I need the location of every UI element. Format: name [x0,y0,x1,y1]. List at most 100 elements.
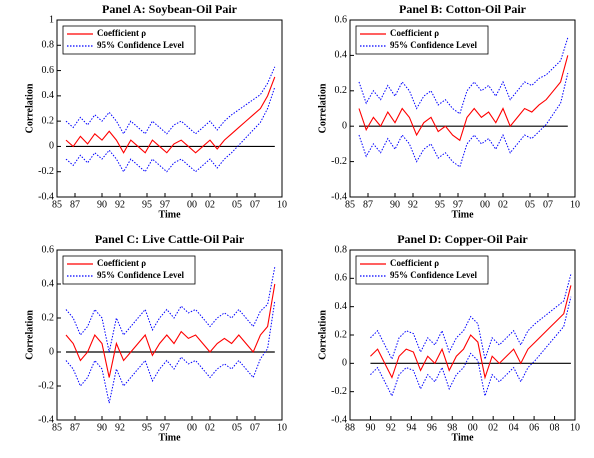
x-tick-label: 08 [550,422,560,433]
panel-title: Panel A: Soybean-Oil Pair [102,2,238,16]
y-axis-label: Correlation [317,83,328,133]
y-axis-label: Correlation [317,310,328,360]
panel-title: Panel B: Cotton-Oil Pair [399,2,527,16]
panel: Panel B: Cotton-Oil Pair -0.4 -0.2 0 0.2 0.4 0… [317,2,580,221]
x-tick-label: 00 [468,422,478,433]
y-tick-label: 0.2 [335,329,348,340]
y-tick-label: -0.4 [38,191,54,202]
x-tick-label: 07 [250,199,260,210]
series-line [358,55,569,142]
panel: Panel C: Live Cattle-Oil Pair -0.4 -0.2 0 0.… [24,232,287,444]
y-axis-label: Correlation [24,83,35,133]
legend-label: Coefficient ρ [390,258,439,268]
x-tick-label: 90 [97,422,107,433]
series-line [370,285,572,380]
y-tick-label: 0.4 [42,278,55,289]
x-tick-label: 07 [250,422,260,433]
x-axis-label: Time [158,432,181,443]
x-tick-label: 87 [70,199,80,210]
y-tick-label: 0.2 [42,312,55,323]
series-line [65,283,276,378]
y-tick-label: 0.8 [335,244,348,255]
legend-box [62,255,196,285]
y-tick-label: 0.8 [42,40,55,51]
x-tick-label: 05 [525,199,535,210]
confidence-upper [65,266,276,353]
x-tick-label: 87 [70,422,80,433]
y-tick-label: 0 [49,346,54,357]
confidence-upper [358,37,569,115]
x-tick-label: 04 [509,422,519,433]
x-tick-label: 10 [570,422,580,433]
x-axis-label: Time [451,209,474,220]
x-tick-label: 02 [205,199,215,210]
y-tick-label: 0.6 [335,14,348,25]
x-tick-label: 02 [488,422,498,433]
y-tick-label: 0.4 [335,50,348,61]
x-tick-label: 97 [160,422,170,433]
y-tick-label: -0.4 [38,414,54,425]
confidence-lower [65,300,276,404]
confidence-upper [370,273,572,362]
x-tick-label: 98 [447,422,457,433]
x-tick-label: 87 [363,199,373,210]
y-tick-label: 0.6 [42,244,55,255]
y-tick-label: -0.4 [331,191,347,202]
y-tick-label: -0.2 [331,386,347,397]
x-tick-label: 96 [427,422,437,433]
x-tick-label: 95 [435,199,445,210]
x-tick-label: 05 [232,199,242,210]
y-tick-label: 0.2 [42,115,55,126]
x-tick-label: 88 [345,422,355,433]
panel: Panel D: Copper-Oil Pair -0.4 -0.2 0 0.2 0.4 0… [317,232,580,444]
legend-label: 95% Confidence Level [390,270,477,280]
x-tick-label: 97 [453,199,463,210]
legend-box [355,255,489,285]
confidence-lower [358,72,569,168]
y-tick-label: -0.2 [38,380,54,391]
panel-title: Panel D: Copper-Oil Pair [397,232,528,246]
x-tick-label: 85 [345,199,355,210]
y-tick-label: 0 [342,120,347,131]
x-tick-label: 95 [142,199,152,210]
panel: Panel A: Soybean-Oil Pair -0.4 -0.2 0 0.2 0.4… [24,2,287,221]
x-tick-label: 05 [232,422,242,433]
y-tick-label: -0.4 [331,414,347,425]
legend-label: Coefficient ρ [390,28,439,38]
x-tick-label: 00 [187,199,197,210]
x-tick-label: 92 [115,422,125,433]
x-tick-label: 06 [529,422,539,433]
x-tick-label: 90 [390,199,400,210]
confidence-lower [65,86,276,173]
y-axis-label: Correlation [24,310,35,360]
y-tick-label: 0.4 [335,301,348,312]
confidence-lower [370,296,572,398]
y-tick-label: 0.6 [42,65,55,76]
x-axis-label: Time [158,209,181,220]
legend-label: Coefficient ρ [97,28,146,38]
x-tick-label: 10 [570,199,580,210]
legend-box [355,25,489,55]
x-tick-label: 00 [187,422,197,433]
legend-label: Coefficient ρ [97,258,146,268]
legend-box [62,25,196,55]
x-axis-label: Time [451,432,474,443]
x-tick-label: 85 [52,422,62,433]
x-tick-label: 02 [205,422,215,433]
y-tick-label: 0.2 [335,85,348,96]
y-tick-label: 0 [342,358,347,369]
y-tick-label: -0.2 [38,166,54,177]
legend-label: 95% Confidence Level [390,40,477,50]
legend-label: 95% Confidence Level [97,40,184,50]
y-tick-label: 0.6 [335,273,348,284]
x-tick-label: 07 [543,199,553,210]
x-tick-label: 94 [406,422,416,433]
x-tick-label: 97 [160,199,170,210]
y-tick-label: -0.2 [331,156,347,167]
x-tick-label: 10 [277,199,287,210]
y-tick-label: 0.4 [42,90,55,101]
x-tick-label: 10 [277,422,287,433]
x-tick-label: 90 [365,422,375,433]
